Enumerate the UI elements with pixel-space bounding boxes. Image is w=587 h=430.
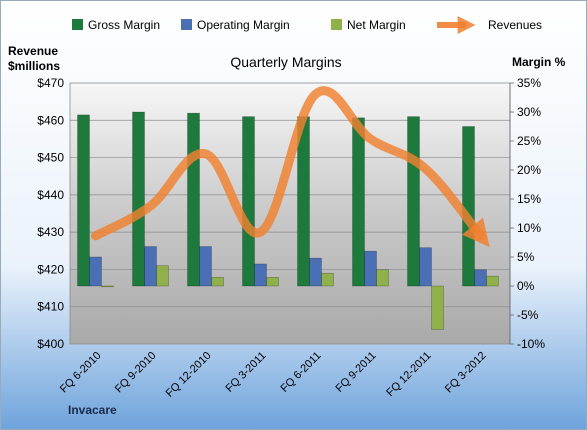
bar-net-margin — [431, 285, 444, 330]
bar-net-margin — [321, 272, 334, 287]
company-label: Invacare — [68, 403, 117, 417]
bar-net-margin — [486, 275, 499, 287]
bar-operating-margin — [254, 263, 267, 287]
left-axis-label-line2: $millions — [8, 59, 60, 73]
right-axis-label: Margin % — [512, 55, 566, 69]
bar-operating-margin — [364, 250, 377, 287]
right-tick-label: 0% — [517, 279, 535, 293]
right-tick-label: -5% — [517, 308, 539, 322]
left-tick-label: $420 — [37, 262, 64, 276]
bar-net-margin — [101, 285, 114, 288]
right-tick-label: 35% — [517, 76, 541, 90]
left-axis-ticks: $400 $410 $420 $430 $440 $450 $460 $470 — [37, 76, 64, 351]
left-tick-label: $400 — [37, 337, 64, 351]
bar-net-margin — [211, 276, 224, 287]
right-tick-label: 30% — [517, 105, 541, 119]
right-tick-label: 10% — [517, 221, 541, 235]
bar-net-margin — [156, 265, 169, 287]
bar-operating-margin — [89, 256, 102, 287]
left-tick-label: $410 — [37, 300, 64, 314]
bar-operating-margin — [199, 246, 212, 287]
bar-operating-margin — [474, 269, 487, 287]
bar-net-margin — [376, 269, 389, 287]
bar-operating-margin — [419, 247, 432, 287]
revenue-line-path — [91, 86, 490, 248]
right-tick-label: 25% — [517, 134, 541, 148]
bar-gross-margin — [187, 112, 200, 287]
left-tick-label: $460 — [37, 113, 64, 127]
right-axis-ticks: -10% -5% 0% 5% 10% 15% 20% 25% 30% 35% — [509, 76, 545, 351]
bar-gross-margin — [77, 114, 90, 287]
bar-series — [77, 111, 499, 330]
left-axis-label-line1: Revenue — [8, 44, 58, 58]
bar-gross-margin — [242, 116, 255, 287]
legend-label-revenues: Revenues — [488, 18, 542, 32]
bar-net-margin — [266, 276, 279, 287]
bar-gross-margin — [352, 117, 365, 287]
right-tick-label: 15% — [517, 192, 541, 206]
bar-operating-margin — [309, 257, 322, 287]
bar-gross-margin — [132, 111, 145, 287]
legend-label-net-margin: Net Margin — [347, 18, 406, 32]
legend-swatch-net-margin — [331, 19, 342, 30]
bar-gross-margin — [462, 126, 475, 287]
left-tick-label: $470 — [37, 76, 64, 90]
left-tick-label: $430 — [37, 225, 64, 239]
bar-gross-margin — [407, 116, 420, 287]
legend-label-gross-margin: Gross Margin — [88, 18, 160, 32]
right-tick-label: -10% — [517, 337, 545, 351]
legend-label-operating-margin: Operating Margin — [197, 18, 290, 32]
right-tick-label: 5% — [517, 250, 535, 264]
left-tick-label: $440 — [37, 188, 64, 202]
chart-title: Quarterly Margins — [230, 54, 341, 70]
left-tick-label: $450 — [37, 151, 64, 165]
legend: Gross Margin Operating Margin Net Margin… — [72, 16, 542, 34]
legend-swatch-gross-margin — [72, 19, 83, 30]
revenue-line — [91, 86, 490, 248]
right-tick-label: 20% — [517, 163, 541, 177]
legend-swatch-operating-margin — [181, 19, 192, 30]
bar-operating-margin — [144, 246, 157, 287]
